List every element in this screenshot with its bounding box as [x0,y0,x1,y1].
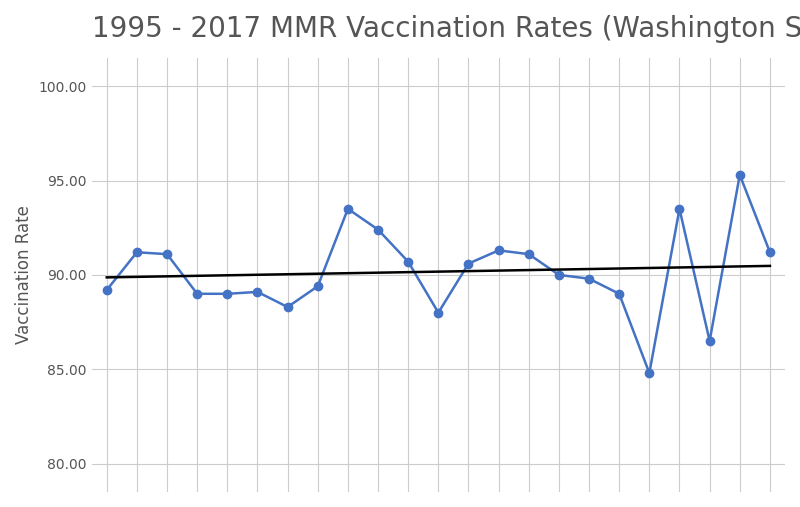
Y-axis label: Vaccination Rate: Vaccination Rate [15,205,33,344]
Text: 1995 - 2017 MMR Vaccination Rates (Washington State): 1995 - 2017 MMR Vaccination Rates (Washi… [92,15,800,43]
